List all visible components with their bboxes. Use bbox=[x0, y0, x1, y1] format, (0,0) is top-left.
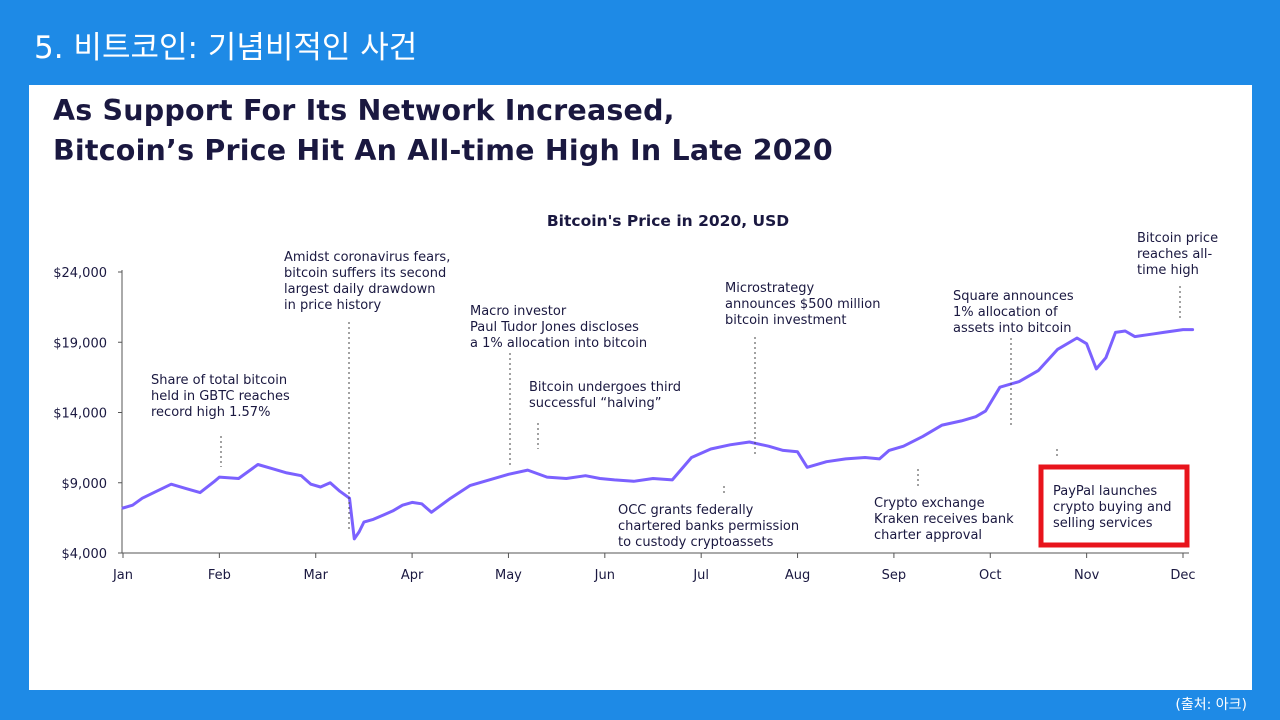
highlight-box bbox=[1038, 464, 1190, 548]
annotation-label-line: bitcoin suffers its second bbox=[284, 266, 446, 281]
x-tick-label: Dec bbox=[1170, 568, 1195, 583]
y-tick-label: $19,000 bbox=[53, 336, 107, 351]
annotation-label-line: record high 1.57% bbox=[151, 405, 270, 420]
annotation-label-line: reaches all- bbox=[1137, 247, 1213, 262]
annotation-label: Amidst coronavirus fears, bitcoin suffers… bbox=[284, 250, 450, 313]
annotation-label-line: charter approval bbox=[874, 528, 982, 543]
annotation-label-line: Bitcoin undergoes third bbox=[529, 380, 681, 395]
annotation-label-line: Crypto exchange bbox=[874, 496, 985, 511]
annotation-label: Bitcoin price reaches all-time high bbox=[1137, 231, 1218, 278]
annotation-label-line: Microstrategy bbox=[725, 281, 815, 296]
x-tick-label: Jan bbox=[112, 568, 133, 583]
annotation-label-line: largest daily drawdown bbox=[284, 282, 436, 297]
x-tick-label: Feb bbox=[208, 568, 231, 583]
annotation-label-line: PayPal launches bbox=[1053, 484, 1157, 499]
bitcoin-price-chart: Bitcoin's Price in 2020, USD $4,000 $9,000… bbox=[53, 212, 1218, 583]
annotation-label-line: selling services bbox=[1053, 516, 1153, 531]
annotation-label-line: held in GBTC reaches bbox=[151, 389, 290, 404]
content-card: As Support For Its Network Increased, Bi… bbox=[29, 85, 1252, 690]
annotation-label-line: Bitcoin price bbox=[1137, 231, 1218, 246]
annotation-label-line: bitcoin investment bbox=[725, 313, 846, 328]
headline: As Support For Its Network Increased, Bi… bbox=[53, 91, 833, 171]
annotation-label-line: Paul Tudor Jones discloses bbox=[470, 320, 639, 335]
annotation-label-line: Kraken receives bank bbox=[874, 512, 1014, 527]
annotation-label-line: Share of total bitcoin bbox=[151, 373, 287, 388]
annotation-label: Microstrategy announces $500 million bitco… bbox=[725, 281, 880, 328]
x-tick-label: Jul bbox=[692, 568, 709, 583]
x-tick-label: Nov bbox=[1074, 568, 1100, 583]
annotation-label-line: OCC grants federally bbox=[618, 503, 754, 518]
annotation-label-line: announces $500 million bbox=[725, 297, 880, 312]
x-tick-label: May bbox=[495, 568, 522, 583]
x-tick-label: Jun bbox=[594, 568, 615, 583]
annotation-label-line: Square announces bbox=[953, 289, 1074, 304]
annotation-label-line: to custody cryptoassets bbox=[618, 535, 774, 550]
slide-title: 5. 비트코인: 기념비적인 사건 bbox=[34, 30, 418, 66]
annotation-label: OCC grants federally chartered banks perm… bbox=[618, 503, 799, 550]
annotation-label-line: time high bbox=[1137, 263, 1199, 278]
annotation-label-line: assets into bitcoin bbox=[953, 321, 1071, 336]
price-series-line bbox=[121, 328, 1195, 541]
annotation-label-line: chartered banks permission bbox=[618, 519, 799, 534]
x-tick-label: Aug bbox=[785, 568, 810, 583]
annotation-label-highlighted: PayPal launches crypto buying and selling … bbox=[1053, 484, 1172, 531]
annotation-label-line: successful “halving” bbox=[529, 396, 662, 411]
annotation-label: Square announces 1% allocation of assets i… bbox=[953, 289, 1074, 336]
x-tick-label: Sep bbox=[882, 568, 907, 583]
annotation-label: Share of total bitcoin held in GBTC reach… bbox=[151, 373, 290, 420]
annotation-label-line: 1% allocation of bbox=[953, 305, 1058, 320]
y-tick-label: $24,000 bbox=[53, 266, 107, 281]
y-tick-label: $4,000 bbox=[62, 547, 108, 562]
headline-line-1: As Support For Its Network Increased, bbox=[53, 94, 675, 127]
annotation-label: Bitcoin undergoes third successful “halvi… bbox=[529, 380, 681, 411]
annotation-label: Crypto exchange Kraken receives bank chart… bbox=[874, 496, 1014, 543]
y-tick-label: $14,000 bbox=[53, 407, 107, 422]
x-tick-label: Mar bbox=[303, 568, 328, 583]
annotation-label: Macro investor Paul Tudor Jones discloses… bbox=[470, 304, 647, 351]
annotation-label-line: a 1% allocation into bitcoin bbox=[470, 336, 647, 351]
headline-line-2: Bitcoin’s Price Hit An All-time High In … bbox=[53, 134, 833, 167]
y-tick-label: $9,000 bbox=[62, 477, 108, 492]
x-tick-label: Oct bbox=[979, 568, 1001, 583]
annotation-label-line: Macro investor bbox=[470, 304, 567, 319]
x-tick-label: Apr bbox=[401, 568, 424, 583]
chart-title: Bitcoin's Price in 2020, USD bbox=[547, 212, 789, 230]
annotation-label-line: Amidst coronavirus fears, bbox=[284, 250, 450, 265]
annotation-label-line: crypto buying and bbox=[1053, 500, 1172, 515]
source-credit: (출처: 아크) bbox=[1175, 697, 1247, 713]
annotation-label-line: in price history bbox=[284, 298, 381, 313]
